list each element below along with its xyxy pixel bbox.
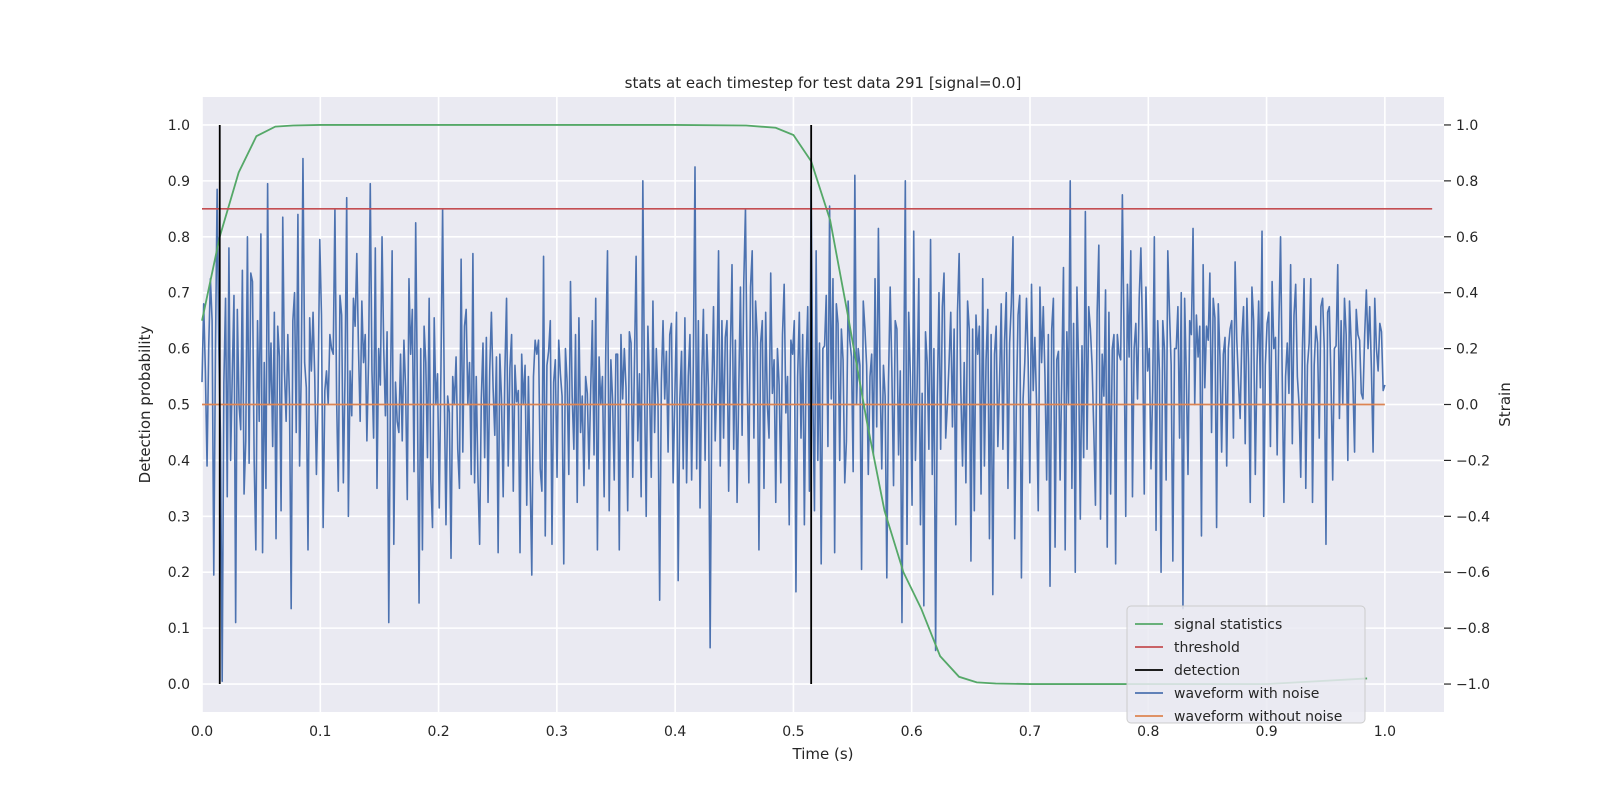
chart-title: stats at each timestep for test data 291… — [625, 74, 1022, 92]
y-tick-label: 0.2 — [168, 565, 190, 581]
legend-entry: threshold — [1174, 640, 1240, 656]
y2-tick-label: 0.6 — [1456, 230, 1478, 246]
y-axis-label: Detection probability — [136, 326, 154, 484]
y2-tick-label: −0.6 — [1456, 565, 1490, 581]
x-tick-label: 0.8 — [1137, 724, 1159, 740]
y-tick-label: 0.8 — [168, 230, 190, 246]
legend: signal statistics threshold detection wavef… — [1126, 605, 1366, 725]
y2-tick-label: 0.2 — [1456, 342, 1478, 358]
legend-box — [1126, 605, 1366, 724]
y-tick-label: 0.5 — [168, 398, 190, 414]
x-tick-label: 0.0 — [191, 724, 213, 740]
y-tick-label: 0.4 — [168, 453, 190, 469]
x-axis-label: Time (s) — [792, 745, 854, 763]
y-tick-label: 0.1 — [168, 621, 190, 637]
legend-entry: signal statistics — [1174, 617, 1282, 633]
y2-tick-label: −0.4 — [1456, 509, 1490, 525]
y-tick-label: 0.3 — [168, 509, 190, 525]
y-tick-label: 0.9 — [168, 174, 190, 190]
x-tick-label: 0.4 — [664, 724, 686, 740]
axes-layer: 0.0 0.1 0.2 0.3 0.4 0.5 0.6 0.7 0.8 0.9 1.0 0.0 0.1 0… — [168, 118, 1490, 740]
legend-entry: detection — [1174, 663, 1240, 679]
legend-entry: waveform without noise — [1174, 709, 1342, 725]
y2-tick-label: −1.0 — [1456, 677, 1490, 693]
y-tick-label: 0.7 — [168, 286, 190, 302]
y2-tick-label: 1.0 — [1456, 118, 1478, 134]
x-tick-label: 1.0 — [1374, 724, 1396, 740]
y-tick-label: 0.0 — [168, 677, 190, 693]
x-tick-label: 0.1 — [309, 724, 331, 740]
y-tick-label: 1.0 — [168, 118, 190, 134]
y2-tick-label: 0.0 — [1456, 398, 1478, 414]
x-tick-label: 0.9 — [1255, 724, 1277, 740]
y2-tick-label: −0.2 — [1456, 453, 1490, 469]
x-tick-label: 0.5 — [782, 724, 804, 740]
legend-entry: waveform with noise — [1174, 686, 1319, 702]
y-tick-label: 0.6 — [168, 342, 190, 358]
x-tick-label: 0.7 — [1019, 724, 1041, 740]
series-waveform-with-noise — [201, 157, 1386, 683]
x-tick-label: 0.2 — [427, 724, 449, 740]
y2-axis-label: Strain — [1496, 382, 1514, 426]
x-tick-label: 0.3 — [546, 724, 568, 740]
series-signal-statistics — [201, 124, 1368, 685]
series-layer — [201, 124, 1433, 685]
y2-tick-label: 0.8 — [1456, 174, 1478, 190]
y2-tick-label: 0.4 — [1456, 286, 1478, 302]
y2-tick-label: −0.8 — [1456, 621, 1490, 637]
x-tick-label: 0.6 — [901, 724, 923, 740]
